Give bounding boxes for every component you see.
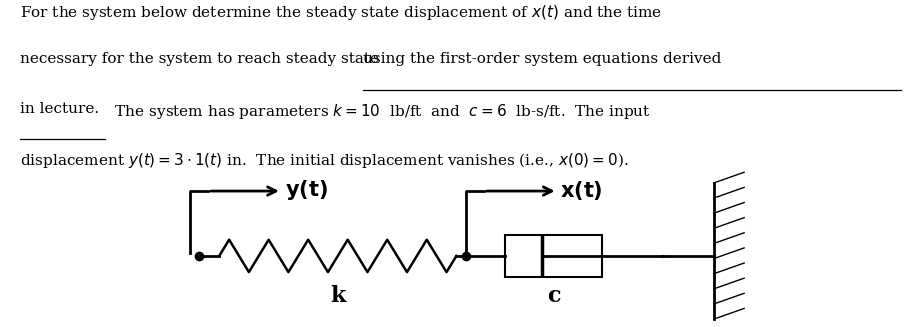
Text: For the system below determine the steady state displacement of $x(t)$ and the t: For the system below determine the stead…	[19, 3, 662, 22]
Text: using the first-order system equations derived: using the first-order system equations d…	[362, 52, 721, 66]
Text: The system has parameters $k = 10$  lb/ft  and  $c = 6$  lb-s/ft.  The input: The system has parameters $k = 10$ lb/ft…	[105, 102, 651, 121]
Text: c: c	[547, 285, 561, 307]
Text: k: k	[330, 285, 346, 307]
Text: $\mathbf{y(t)}$: $\mathbf{y(t)}$	[285, 179, 327, 202]
Text: in lecture.: in lecture.	[19, 102, 99, 115]
Bar	[505, 235, 602, 277]
Text: necessary for the system to reach steady state: necessary for the system to reach steady…	[19, 52, 384, 66]
Text: displacement $y(t) = 3 \cdot 1(t)$ in.  The initial displacement vanishes (i.e.,: displacement $y(t) = 3 \cdot 1(t)$ in. T…	[19, 151, 628, 170]
Text: $\mathbf{x(t)}$: $\mathbf{x(t)}$	[561, 179, 603, 202]
